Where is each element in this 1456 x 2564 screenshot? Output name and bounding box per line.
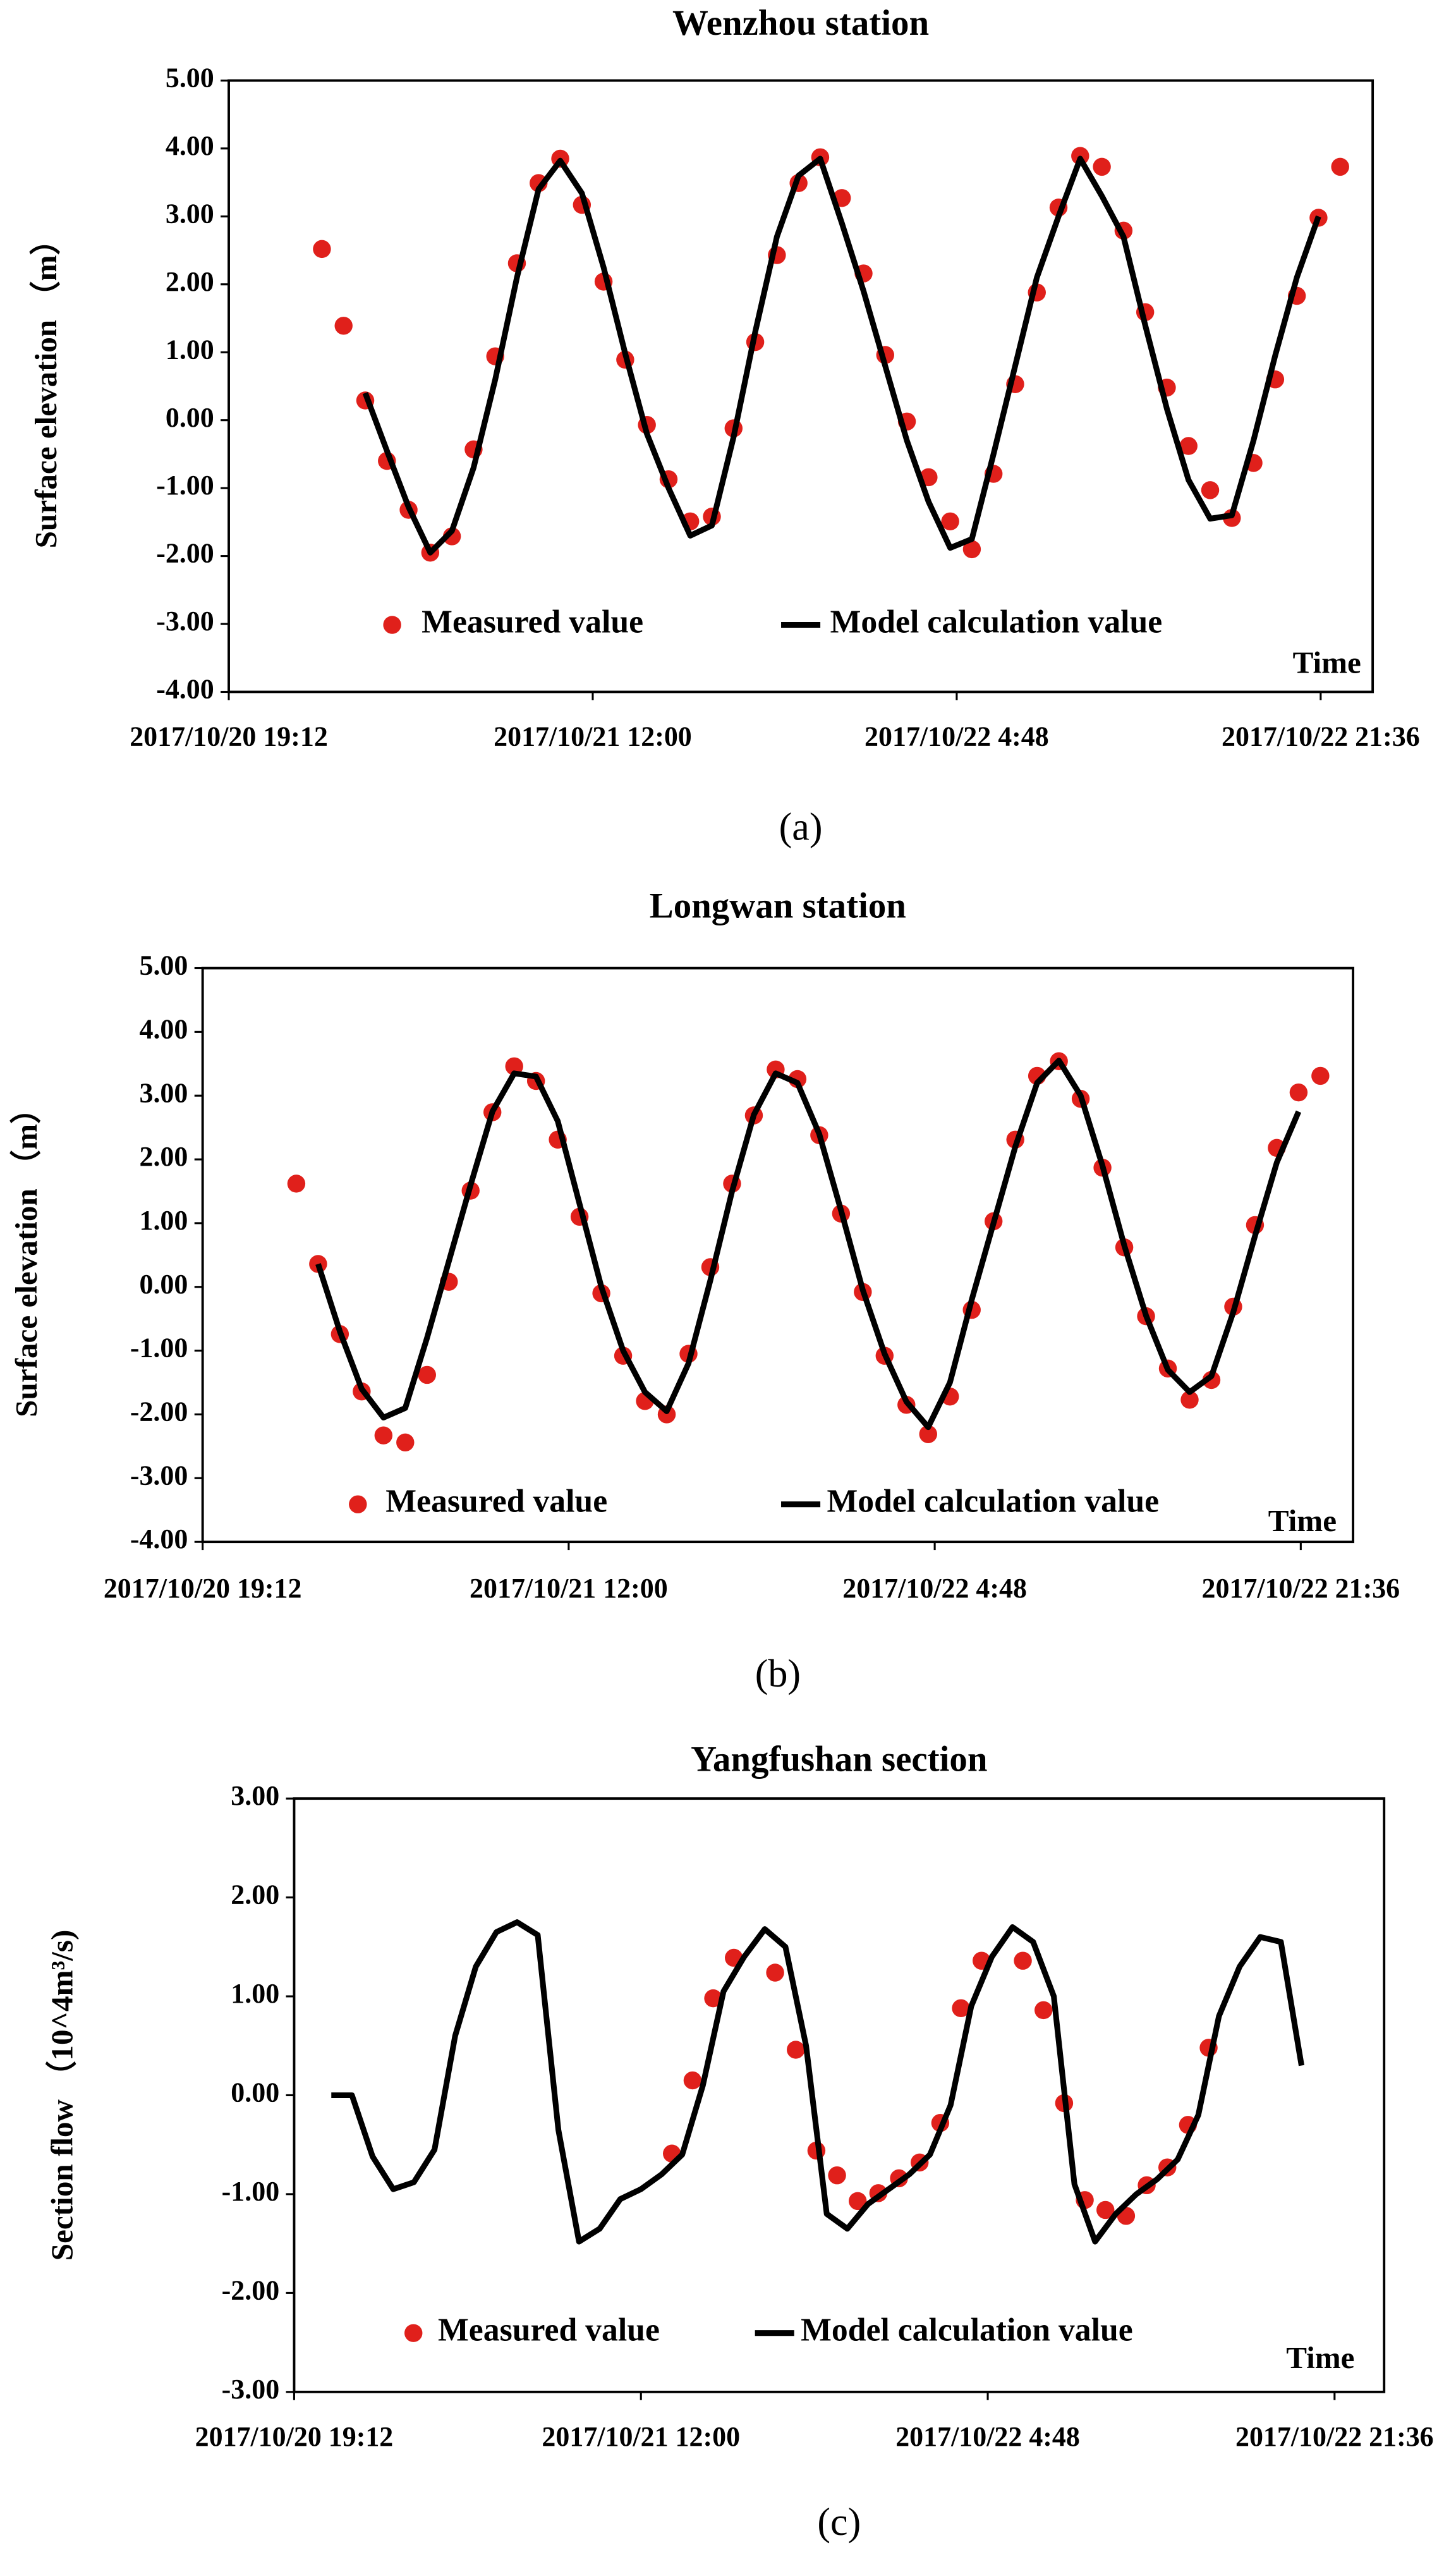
legend-label: Model calculation value [830, 604, 1163, 640]
y-tick-label: -2.00 [130, 1396, 188, 1427]
y-tick-label: 1.00 [231, 1978, 279, 2009]
x-tick-label: 2017/10/22 4:48 [864, 721, 1049, 752]
x-tick-label: 2017/10/22 4:48 [895, 2421, 1080, 2452]
measured-point [683, 2071, 702, 2090]
measured-point [919, 1425, 937, 1443]
measured-point [1096, 2201, 1115, 2219]
measured-point [1014, 1951, 1032, 1970]
measured-point [941, 512, 959, 531]
model-line [362, 156, 1321, 556]
measured-point [1331, 157, 1349, 176]
model-line [315, 1058, 1302, 1431]
y-tick-label: 4.00 [166, 130, 214, 161]
chart-title: Wenzhou station [672, 3, 929, 43]
measured-point [418, 1365, 436, 1384]
y-tick-label: -1.00 [222, 2176, 280, 2207]
measured-point [962, 540, 981, 559]
measured-point [952, 1999, 970, 2018]
x-axis-label: Time [1293, 645, 1361, 680]
x-tick-label: 2017/10/22 21:36 [1235, 2421, 1434, 2452]
measured-point [704, 1989, 722, 2008]
measured-point [334, 317, 353, 335]
measured-point [1179, 437, 1198, 455]
measured-point [1201, 481, 1220, 499]
x-tick-label: 2017/10/22 21:36 [1222, 721, 1420, 752]
measured-point [1202, 1371, 1221, 1389]
x-tick-label: 2017/10/22 21:36 [1202, 1573, 1400, 1604]
measured-point [505, 1057, 523, 1076]
model-line [331, 1919, 1305, 2245]
measured-point [1180, 1391, 1199, 1409]
measured-point [396, 1433, 415, 1452]
measured-point [1093, 157, 1111, 176]
y-tick-label: 0.00 [231, 2077, 279, 2108]
caption: (c) [817, 2501, 861, 2544]
y-tick-label: 2.00 [139, 1141, 188, 1172]
x-tick-label: 2017/10/20 19:12 [195, 2421, 394, 2452]
plot-frame [293, 1797, 1386, 2393]
y-tick-label: -2.00 [156, 538, 214, 569]
caption: (a) [779, 806, 823, 849]
x-axis-label: Time [1286, 2340, 1354, 2375]
chart-title: Longwan station [650, 886, 906, 925]
y-axis-label: Section flow （10^4m³/s) [45, 1930, 80, 2261]
y-axis-label: Surface elevation （m） [28, 224, 63, 548]
plot-frame [228, 79, 1374, 693]
y-tick-label: -3.00 [130, 1460, 188, 1491]
x-tick-label: 2017/10/21 12:00 [494, 721, 692, 752]
measured-point [374, 1426, 393, 1444]
y-tick-label: 3.00 [166, 198, 214, 229]
y-tick-label: -1.00 [156, 470, 214, 501]
plot-frame [201, 967, 1355, 1544]
legend-label: Measured value [422, 604, 643, 640]
y-tick-label: 5.00 [166, 62, 214, 93]
x-tick-label: 2017/10/20 19:12 [130, 721, 328, 752]
x-tick-label: 2017/10/22 4:48 [842, 1573, 1027, 1604]
y-tick-label: 2.00 [231, 1879, 279, 1910]
measured-point [1311, 1066, 1330, 1085]
y-tick-label: 3.00 [139, 1077, 188, 1108]
y-tick-label: -4.00 [156, 674, 214, 705]
caption: (b) [755, 1652, 801, 1695]
measured-point [828, 2166, 846, 2185]
measured-point [1034, 2001, 1053, 2020]
chart-title: Yangfushan section [691, 1739, 987, 1779]
y-tick-label: -3.00 [156, 606, 214, 637]
legend-marker [383, 616, 401, 634]
y-tick-label: 0.00 [166, 402, 214, 433]
x-tick-label: 2017/10/21 12:00 [542, 2421, 740, 2452]
measured-point [1289, 1083, 1308, 1102]
y-tick-label: -2.00 [222, 2274, 280, 2305]
legend-label: Measured value [385, 1484, 607, 1520]
measured-point [309, 1255, 327, 1273]
y-axis-label: Surface elevation （m） [9, 1093, 44, 1417]
legend-label: Model calculation value [801, 2312, 1133, 2348]
legend-marker [349, 1495, 367, 1513]
x-tick-label: 2017/10/21 12:00 [470, 1573, 668, 1604]
legend-label: Measured value [438, 2312, 660, 2348]
y-tick-label: -4.00 [130, 1523, 188, 1554]
measured-point [287, 1175, 306, 1193]
x-tick-label: 2017/10/20 19:12 [104, 1573, 302, 1604]
y-tick-label: 0.00 [139, 1269, 188, 1300]
measured-point [787, 2041, 805, 2059]
legend-label: Model calculation value [827, 1484, 1159, 1520]
y-tick-label: 1.00 [166, 334, 214, 365]
y-tick-label: -3.00 [222, 2374, 280, 2405]
x-axis-label: Time [1268, 1503, 1337, 1538]
measured-point [313, 240, 331, 259]
y-tick-label: 4.00 [139, 1013, 188, 1044]
y-tick-label: 3.00 [231, 1780, 279, 1811]
legend-marker [404, 2324, 423, 2342]
y-tick-label: -1.00 [130, 1333, 188, 1364]
measured-point [849, 2192, 867, 2211]
y-tick-label: 1.00 [139, 1205, 188, 1236]
y-tick-label: 5.00 [139, 950, 188, 981]
measured-point [766, 1963, 784, 1982]
y-tick-label: 2.00 [166, 266, 214, 297]
